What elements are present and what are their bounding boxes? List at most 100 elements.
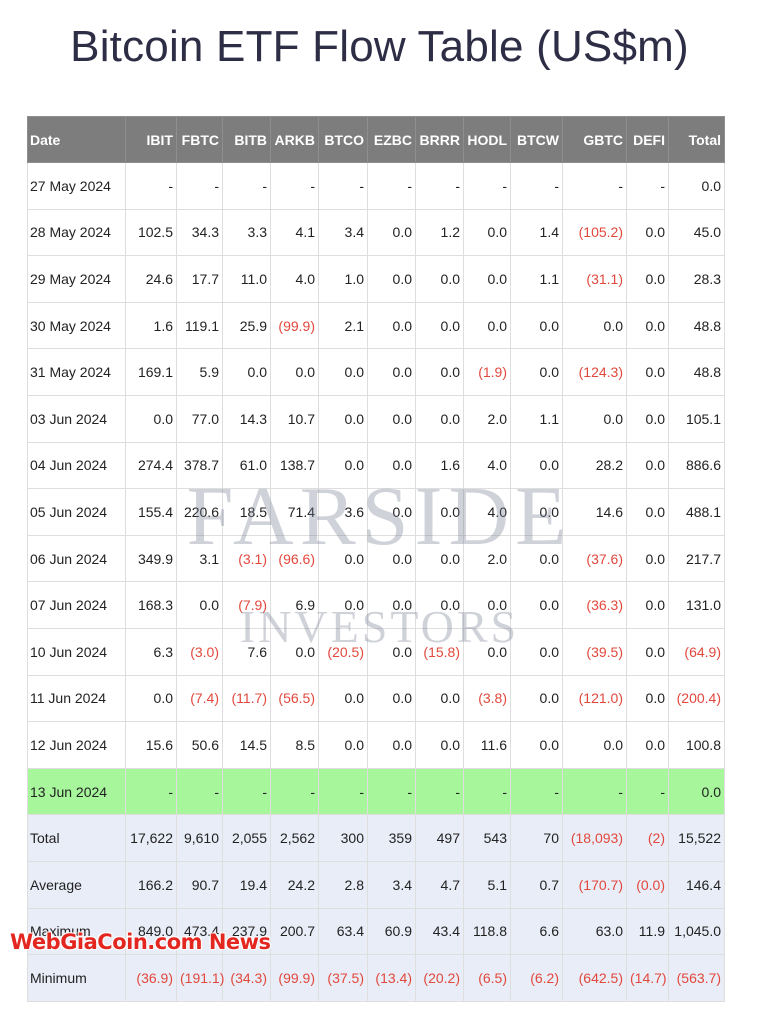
cell: 28.2 [562,441,627,490]
cell: (99.9) [270,301,319,350]
page-title: Bitcoin ETF Flow Table (US$m) [70,22,689,71]
cell: 0.0 [626,721,669,769]
cell: (563.7) [668,954,725,1002]
cell: 6.3 [125,627,177,676]
cell: 2.8 [318,860,368,909]
cell: 0.0 [626,674,669,723]
cell: - [562,162,627,210]
cell: 1.4 [510,208,563,257]
cell: 0.0 [367,394,416,443]
cell: (191.1) [176,954,224,1002]
cell: 119.1 [176,301,223,350]
cell: (13.4) [367,954,416,1002]
cell: 0.0 [222,348,271,396]
cell: (34.3) [222,954,271,1002]
cell: 0.0 [626,441,669,490]
cell: 3.4 [318,208,368,257]
cell: 0.0 [626,534,669,583]
cell: 0.0 [318,534,368,583]
cell: 5.9 [176,348,223,396]
cell: 0.0 [367,208,416,257]
cell: 3.3 [222,208,271,257]
cell: 1.0 [318,255,368,303]
cell: 0.0 [510,441,563,490]
cell: (6.5) [463,954,511,1002]
row-label: Average [27,860,126,909]
column-header: HODL [463,116,511,163]
cell: 0.0 [626,208,669,257]
cell: (36.3) [562,581,627,629]
data-row: 07 Jun 2024 168.3 0.0 (7.9) 6.9 0.0 0.0 0.0 0.0 0… [27,581,725,629]
cell: 0.0 [510,674,563,723]
cell: 1.1 [510,255,563,303]
data-row: 11 Jun 2024 0.0 (7.4) (11.7) (56.5) 0.0 0.0 0.0… [27,674,725,723]
cell: 0.0 [626,488,669,536]
cell: 28.3 [668,255,725,303]
cell: 15,522 [668,814,725,862]
cell: (105.2) [562,208,627,257]
cell: 4.0 [270,255,319,303]
cell: 2.1 [318,301,368,350]
cell: 9,610 [176,814,223,862]
cell: 0.0 [510,301,563,350]
cell: (7.9) [222,581,271,629]
cell: - [222,162,271,210]
row-label: 28 May 2024 [27,208,126,257]
cell: - [176,162,223,210]
cell: 70 [510,814,563,862]
cell: 24.2 [270,860,319,909]
cell: 0.0 [463,627,511,676]
cell: 1.6 [415,441,464,490]
cell: 0.0 [415,721,464,769]
summary-row: Average 166.2 90.7 19.4 24.2 2.8 3.4 4.7 5.1 0.7(… [27,860,725,909]
row-label: 27 May 2024 [27,162,126,210]
cell: 0.0 [510,721,563,769]
cell: 359 [367,814,416,862]
cell: - [562,767,627,816]
cell: 11.6 [463,721,511,769]
cell: 0.0 [318,674,368,723]
overlay-text: WebGiaCoin.com News [10,930,271,954]
cell: (37.6) [562,534,627,583]
cell: 497 [415,814,464,862]
row-label: 07 Jun 2024 [27,581,126,629]
cell: - [510,162,563,210]
data-row: 29 May 2024 24.6 17.7 11.0 4.0 1.0 0.0 0.0 0.0 1.… [27,255,725,303]
cell: 0.0 [367,488,416,536]
header-row: Date IBIT FBTC BITB ARKB BTCO EZBC BRRR HODL BTCW… [27,116,725,163]
cell: 3.4 [367,860,416,909]
cell: (20.2) [415,954,464,1002]
cell: 0.0 [463,581,511,629]
cell: 169.1 [125,348,177,396]
cell: 60.9 [367,907,416,956]
cell: 48.8 [668,301,725,350]
cell: (3.0) [176,627,223,676]
cell: - [415,162,464,210]
cell: (1.9) [463,348,511,396]
cell: 0.0 [626,627,669,676]
cell: 4.1 [270,208,319,257]
cell: - [176,767,223,816]
cell: 0.0 [367,627,416,676]
data-row: 12 Jun 2024 15.6 50.6 14.5 8.5 0.0 0.0 0.0 11.6 0… [27,721,725,769]
cell: 0.0 [463,301,511,350]
row-label: Minimum [27,954,126,1002]
summary-row: Total 17,622 9,610 2,055 2,562 300 359 497 543 70… [27,814,725,862]
cell: (0.0) [626,860,669,909]
cell: (56.5) [270,674,319,723]
data-row: 31 May 2024 169.1 5.9 0.0 0.0 0.0 0.0 0.0 (1.9) 0… [27,348,725,396]
cell: (2) [626,814,669,862]
cell: 0.0 [415,348,464,396]
summary-row: Maximum 849.0 473.4 237.9 200.7 63.4 60.9 43.4 1… [27,907,725,956]
cell: 0.0 [626,581,669,629]
cell: - [318,767,368,816]
cell: 24.6 [125,255,177,303]
cell: 1.6 [125,301,177,350]
data-row: 05 Jun 2024 155.4 220.6 18.5 71.4 3.6 0.0 0.0 4.… [27,488,725,536]
cell: (3.8) [463,674,511,723]
cell: 274.4 [125,441,177,490]
cell: 19.4 [222,860,271,909]
cell: 118.8 [463,907,511,956]
cell: (200.4) [668,674,725,723]
cell: (18,093) [562,814,627,862]
